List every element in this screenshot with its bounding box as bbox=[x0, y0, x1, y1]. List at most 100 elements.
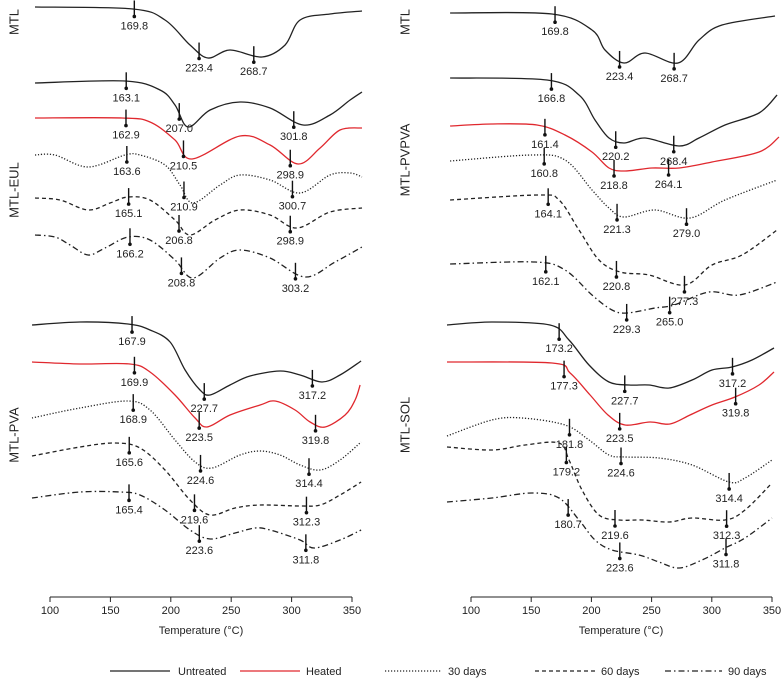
x-tick-label: 200 bbox=[162, 605, 180, 617]
group-mtl-pva: MTL-PVA 167.9 227.7 317.2 169.9 223.5 319.8 168… bbox=[7, 316, 362, 566]
peak-dot bbox=[672, 67, 676, 71]
x-tick-label: 100 bbox=[462, 605, 480, 617]
curve-untreated bbox=[450, 11, 776, 64]
peak-dot bbox=[304, 548, 308, 553]
peak-marker: 264.1 bbox=[655, 159, 682, 191]
peak-dot bbox=[613, 145, 618, 150]
peak-dot bbox=[291, 125, 296, 130]
legend-label: 60 days bbox=[601, 666, 640, 678]
peak-dot bbox=[181, 154, 186, 159]
peak-marker: 181.8 bbox=[556, 418, 584, 451]
peak-dot bbox=[542, 162, 547, 166]
curve-untreated bbox=[34, 6, 363, 59]
legend-label: Untreated bbox=[178, 666, 226, 678]
peak-marker: 319.8 bbox=[722, 387, 749, 420]
peak-dot bbox=[310, 384, 315, 388]
peak-marker: 179.2 bbox=[553, 446, 580, 478]
peak-marker: 218.8 bbox=[600, 159, 628, 192]
peak-dot bbox=[313, 429, 318, 433]
peak-dot bbox=[179, 271, 184, 276]
x-tick-label: 300 bbox=[282, 605, 300, 617]
peak-label: 168.9 bbox=[119, 414, 147, 426]
peak-marker: 166.8 bbox=[538, 73, 565, 105]
peak-dot bbox=[564, 460, 569, 465]
peak-label: 163.1 bbox=[112, 92, 140, 104]
peak-dot bbox=[730, 372, 735, 376]
peak-label: 298.9 bbox=[277, 170, 305, 182]
peak-label: 312.3 bbox=[293, 517, 321, 529]
peak-label: 163.6 bbox=[113, 166, 141, 178]
peak-dot bbox=[127, 451, 132, 455]
group-mtl-sol: MTL-SOL 173.2 227.7 317.2 177.3 223.5 319.8 181… bbox=[398, 321, 775, 574]
peak-label: 164.1 bbox=[534, 208, 562, 220]
curve-90-days bbox=[446, 492, 773, 569]
peak-marker: 314.4 bbox=[715, 472, 743, 505]
peak-label: 223.4 bbox=[185, 63, 213, 75]
legend-label: 90 days bbox=[728, 666, 767, 678]
peak-dot bbox=[130, 330, 134, 334]
peak-marker: 298.9 bbox=[277, 215, 304, 248]
peak-dot bbox=[546, 202, 550, 207]
peak-marker: 160.8 bbox=[530, 147, 558, 180]
peak-dot bbox=[617, 65, 622, 69]
peak-label: 223.6 bbox=[186, 545, 214, 557]
peak-label: 165.1 bbox=[115, 208, 143, 220]
peak-label: 224.6 bbox=[187, 475, 215, 487]
peak-dot bbox=[618, 556, 622, 561]
peak-marker: 223.5 bbox=[606, 412, 633, 445]
x-tick-label: 200 bbox=[582, 605, 600, 617]
peak-dot bbox=[727, 487, 731, 491]
peak-label: 314.4 bbox=[715, 493, 743, 505]
peak-label: 169.8 bbox=[121, 20, 149, 32]
peak-marker: 207.0 bbox=[165, 103, 193, 135]
peak-label: 229.3 bbox=[613, 324, 641, 336]
x-tick-label: 250 bbox=[222, 605, 240, 617]
group-mtl: MTL 169.8 223.4 268.7 bbox=[398, 6, 776, 85]
peak-marker: 301.8 bbox=[280, 111, 308, 143]
peak-marker: 163.1 bbox=[112, 72, 140, 104]
peak-marker: 221.3 bbox=[603, 203, 631, 236]
peak-label: 301.8 bbox=[280, 131, 308, 143]
peak-marker: 165.4 bbox=[115, 484, 143, 516]
peak-dot bbox=[613, 524, 617, 528]
peak-marker: 223.6 bbox=[186, 525, 214, 557]
peak-label: 181.8 bbox=[556, 439, 584, 451]
group-mtl-eul: MTL-EUL 163.1 207.0 301.8 162.9 210.5 298.9 163… bbox=[7, 72, 363, 295]
curve-60-days bbox=[31, 442, 362, 516]
peak-label: 279.0 bbox=[673, 228, 701, 240]
peak-dot bbox=[192, 508, 197, 513]
curve-untreated bbox=[450, 77, 778, 147]
peak-marker: 210.5 bbox=[170, 140, 197, 172]
peak-label: 223.5 bbox=[185, 432, 213, 444]
peak-marker: 224.6 bbox=[187, 454, 215, 487]
peak-marker: 311.8 bbox=[292, 534, 319, 566]
peak-label: 224.6 bbox=[607, 468, 635, 480]
x-tick-label: 100 bbox=[41, 605, 59, 617]
peak-label: 166.2 bbox=[116, 248, 144, 260]
peak-dot bbox=[124, 123, 128, 128]
peak-marker: 227.7 bbox=[611, 375, 639, 407]
peak-marker: 210.9 bbox=[170, 181, 198, 214]
peak-label: 208.8 bbox=[168, 277, 196, 289]
group-label: MTL bbox=[7, 9, 22, 35]
peak-label: 223.4 bbox=[606, 71, 634, 83]
peak-dot bbox=[724, 524, 729, 529]
peak-dot bbox=[614, 275, 619, 279]
x-tick-label: 250 bbox=[642, 605, 660, 617]
peak-dot bbox=[177, 229, 181, 233]
x-tick-label: 150 bbox=[101, 605, 119, 617]
peak-marker: 223.4 bbox=[185, 42, 213, 75]
peak-marker: 168.9 bbox=[119, 394, 147, 426]
peak-label: 210.9 bbox=[170, 202, 198, 214]
peak-label: 319.8 bbox=[302, 435, 330, 447]
peak-dot bbox=[567, 432, 572, 437]
peak-dot bbox=[128, 242, 132, 247]
legend-item-90-days: 90 days bbox=[665, 666, 767, 678]
peak-label: 311.8 bbox=[292, 554, 319, 566]
peak-marker: 165.6 bbox=[115, 436, 143, 469]
curve-30-days bbox=[446, 416, 773, 484]
peak-dot bbox=[666, 173, 671, 177]
peak-marker: 268.7 bbox=[240, 46, 268, 78]
panel-right: MTL 169.8 223.4 268.7 MTL-PVPVA 166.8 220.2 268… bbox=[398, 6, 781, 637]
